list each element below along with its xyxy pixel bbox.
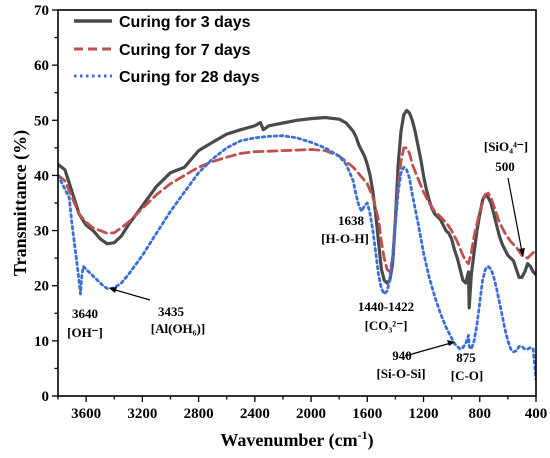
series-line-3 bbox=[58, 134, 536, 381]
y-axis-ticks: 0 10 20 30 40 50 60 70 bbox=[34, 3, 58, 405]
x-tick-label: 2800 bbox=[184, 406, 214, 422]
annotation-1638-label: 1638 bbox=[338, 213, 365, 228]
y-tick-label: 50 bbox=[34, 113, 49, 129]
x-tick-label: 400 bbox=[525, 406, 548, 422]
y-tick-label: 10 bbox=[34, 334, 49, 350]
x-axis-title-exp: -1 bbox=[358, 428, 368, 442]
annotation-875-label: 875 bbox=[456, 350, 476, 365]
x-tick-label: 3200 bbox=[127, 406, 157, 422]
x-axis-title-close: ) bbox=[368, 430, 374, 451]
y-tick-label: 20 bbox=[34, 279, 49, 295]
annotation-3435-sublabel: [Al(OH₆)] bbox=[151, 321, 205, 336]
legend-label-7-days: Curing for 7 days bbox=[119, 42, 251, 59]
y-axis-title: Transmittance (%) bbox=[10, 130, 31, 276]
annotation-500-arrow bbox=[507, 177, 523, 253]
x-tick-label: 1200 bbox=[409, 406, 439, 422]
annotation-500-arrowhead bbox=[519, 248, 525, 257]
annotation-3640-label: 3640 bbox=[72, 306, 98, 321]
plot-frame bbox=[57, 9, 537, 397]
annotation-940-label: 940 bbox=[392, 348, 412, 363]
x-tick-label: 800 bbox=[469, 406, 492, 422]
annotation-3640-sublabel: [OH⁻] bbox=[67, 325, 103, 340]
x-tick-label: 2000 bbox=[296, 406, 326, 422]
series-line-1 bbox=[58, 108, 536, 310]
annotation-875-sublabel: [C-O] bbox=[451, 368, 484, 383]
y-tick-label: 30 bbox=[34, 224, 49, 240]
x-tick-label: 3600 bbox=[71, 406, 101, 422]
annotation-1440-label: 1440-1422 bbox=[358, 299, 414, 314]
series-line-2 bbox=[58, 146, 536, 274]
y-tick-label: 40 bbox=[34, 168, 49, 184]
annotation-500-label: 500 bbox=[495, 159, 515, 174]
x-axis-title-main: Wavenumber (cm bbox=[220, 430, 357, 451]
annotation-3435-label: 3435 bbox=[158, 304, 185, 319]
annotation-1440-sublabel: [CO₃²⁻] bbox=[365, 318, 408, 333]
x-tick-label: 2400 bbox=[240, 406, 270, 422]
annotation-1638-sublabel: [H-O-H] bbox=[321, 231, 369, 246]
annotation-500-sublabel: [SiO₄⁴⁻] bbox=[484, 139, 528, 154]
y-tick-label: 70 bbox=[34, 3, 49, 19]
x-tick-label: 1600 bbox=[352, 406, 382, 422]
legend: Curing for 3 days Curing for 7 days Curi… bbox=[74, 14, 260, 86]
annotation-3435-arrowhead bbox=[109, 287, 117, 293]
peak-annotations: 3640 [OH⁻] 3435 [Al(OH₆)] 1638 [H-O-H] 1… bbox=[67, 139, 528, 383]
y-tick-label: 0 bbox=[42, 389, 50, 405]
x-axis-title: Wavenumber (cm-1) bbox=[220, 428, 373, 451]
annotation-3435-arrow bbox=[111, 288, 151, 301]
x-axis-ticks: 3600 3200 2800 2400 2000 1600 1200 800 400 bbox=[57, 396, 548, 422]
legend-label-3-days: Curing for 3 days bbox=[119, 14, 251, 31]
series-layer bbox=[58, 108, 536, 381]
annotation-940-arrow bbox=[404, 342, 452, 357]
annotation-940-arrowhead bbox=[447, 340, 455, 346]
annotation-940-sublabel: [Si-O-Si] bbox=[376, 366, 425, 381]
legend-label-28-days: Curing for 28 days bbox=[119, 69, 260, 86]
y-tick-label: 60 bbox=[34, 58, 49, 74]
